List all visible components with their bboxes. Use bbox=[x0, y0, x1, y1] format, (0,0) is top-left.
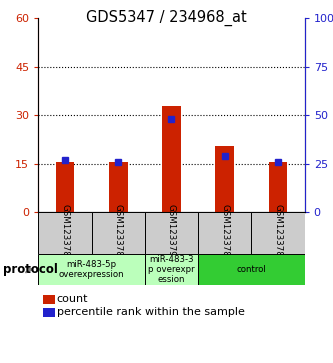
Bar bbox=[92, 212, 145, 254]
Text: GSM1233789: GSM1233789 bbox=[273, 204, 283, 262]
Bar bbox=[109, 162, 128, 212]
Bar bbox=[145, 212, 198, 254]
Text: miR-483-5p
overexpression: miR-483-5p overexpression bbox=[59, 260, 125, 279]
Bar bbox=[269, 162, 287, 212]
Text: protocol: protocol bbox=[3, 263, 58, 276]
Bar bbox=[56, 162, 74, 212]
Text: count: count bbox=[57, 294, 88, 305]
Text: GSM1233790: GSM1233790 bbox=[167, 204, 176, 262]
Text: miR-483-3
p overexpr
ession: miR-483-3 p overexpr ession bbox=[148, 254, 195, 285]
Text: GSM1233788: GSM1233788 bbox=[220, 204, 229, 262]
Bar bbox=[38, 212, 92, 254]
Bar bbox=[145, 254, 198, 285]
Text: GSM1233786: GSM1233786 bbox=[60, 204, 70, 262]
Bar bbox=[38, 254, 145, 285]
Text: GSM1233787: GSM1233787 bbox=[114, 204, 123, 262]
Bar bbox=[198, 254, 305, 285]
Bar bbox=[198, 212, 251, 254]
Bar bbox=[215, 146, 234, 212]
Bar bbox=[162, 106, 181, 212]
Text: control: control bbox=[236, 265, 266, 274]
Text: GDS5347 / 234968_at: GDS5347 / 234968_at bbox=[86, 10, 247, 26]
Bar bbox=[251, 212, 305, 254]
Text: percentile rank within the sample: percentile rank within the sample bbox=[57, 307, 244, 317]
